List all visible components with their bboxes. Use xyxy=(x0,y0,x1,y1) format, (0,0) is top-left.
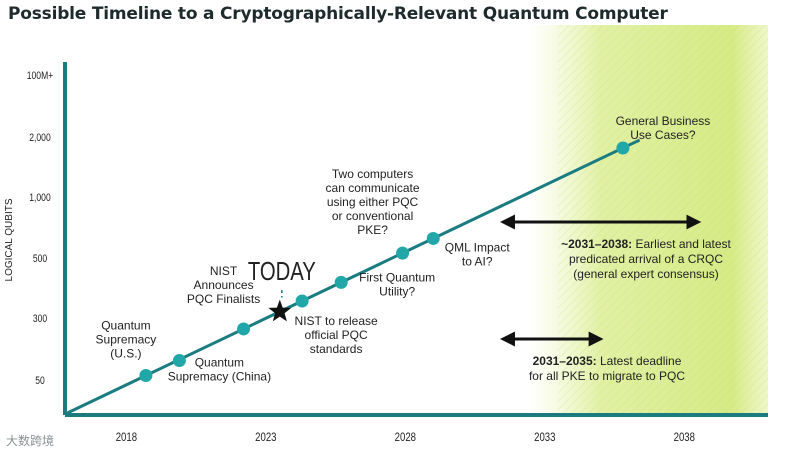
milestone-label: General Business xyxy=(616,114,711,128)
y-tick-label: 1,000 xyxy=(29,192,51,204)
x-tick-label: 2033 xyxy=(534,431,555,444)
milestone-label: NIST xyxy=(210,264,238,278)
milestone-label: official PQC xyxy=(305,328,368,342)
milestone-label: Two computers xyxy=(332,167,413,181)
range-label-text: Earliest and latest xyxy=(632,237,731,251)
milestone-label: Use Cases? xyxy=(630,128,696,142)
milestone-label: standards xyxy=(310,342,363,356)
range-label-line: (general expert consensus) xyxy=(573,267,718,281)
milestone-dot xyxy=(237,322,251,336)
milestone-label: Quantum xyxy=(101,319,150,333)
page-title: Possible Timeline to a Cryptographically… xyxy=(8,4,668,24)
y-tick-label: 50 xyxy=(35,375,45,387)
milestone-dot xyxy=(139,369,153,383)
milestone-label: or conventional xyxy=(332,209,413,223)
range-label-line: for all PKE to migrate to PQC xyxy=(529,369,685,383)
milestone-dot xyxy=(172,354,186,368)
range-label-line: predicated arrival of a CRQC xyxy=(569,252,723,266)
range-label: ~2031–2038: Earliest and latest xyxy=(561,237,731,251)
milestone-dot xyxy=(426,231,440,245)
milestone-label: to AI? xyxy=(462,254,493,268)
y-axis-label: LOGICAL QUBITS xyxy=(4,198,15,281)
range-label-bold: 2031–2035: xyxy=(533,354,597,368)
milestone-dot xyxy=(295,294,309,308)
milestone-label: Utility? xyxy=(379,284,415,298)
trend-line xyxy=(64,138,641,416)
y-tick-label: 300 xyxy=(33,313,48,325)
milestone-label: PKE? xyxy=(357,223,388,237)
y-tick-label: 100M+ xyxy=(27,70,54,82)
milestone-label: Supremacy (China) xyxy=(168,370,271,384)
milestone-label: Quantum xyxy=(195,356,244,370)
milestone-label: QML Impact xyxy=(445,240,511,254)
range-label-bold: ~2031–2038: xyxy=(561,237,632,251)
milestone-label: using either PQC xyxy=(327,195,419,209)
x-tick-label: 2023 xyxy=(255,431,276,444)
today-label: TODAY xyxy=(248,257,316,286)
milestone-label: First Quantum xyxy=(359,270,435,284)
y-tick-label: 500 xyxy=(33,253,48,265)
milestone-dot xyxy=(334,275,348,289)
range-label-text: Latest deadline xyxy=(597,354,682,368)
milestone-label: (U.S.) xyxy=(110,347,141,361)
watermark: 大数跨境 xyxy=(6,434,55,448)
x-tick-label: 2018 xyxy=(116,431,137,444)
milestone-dot xyxy=(396,246,410,260)
milestone-label: PQC Finalists xyxy=(187,292,260,306)
milestone-label: can communicate xyxy=(326,181,420,195)
today-star-icon xyxy=(268,299,292,322)
milestone-label: Announces xyxy=(194,278,254,292)
x-tick-label: 2028 xyxy=(395,431,416,444)
milestone-label: Supremacy xyxy=(96,333,157,347)
range-label: 2031–2035: Latest deadline xyxy=(533,354,682,368)
x-tick-label: 2038 xyxy=(674,431,695,444)
y-tick-label: 2,000 xyxy=(29,132,51,144)
milestone-label: NIST to release xyxy=(295,314,378,328)
milestone-dot xyxy=(616,141,630,155)
